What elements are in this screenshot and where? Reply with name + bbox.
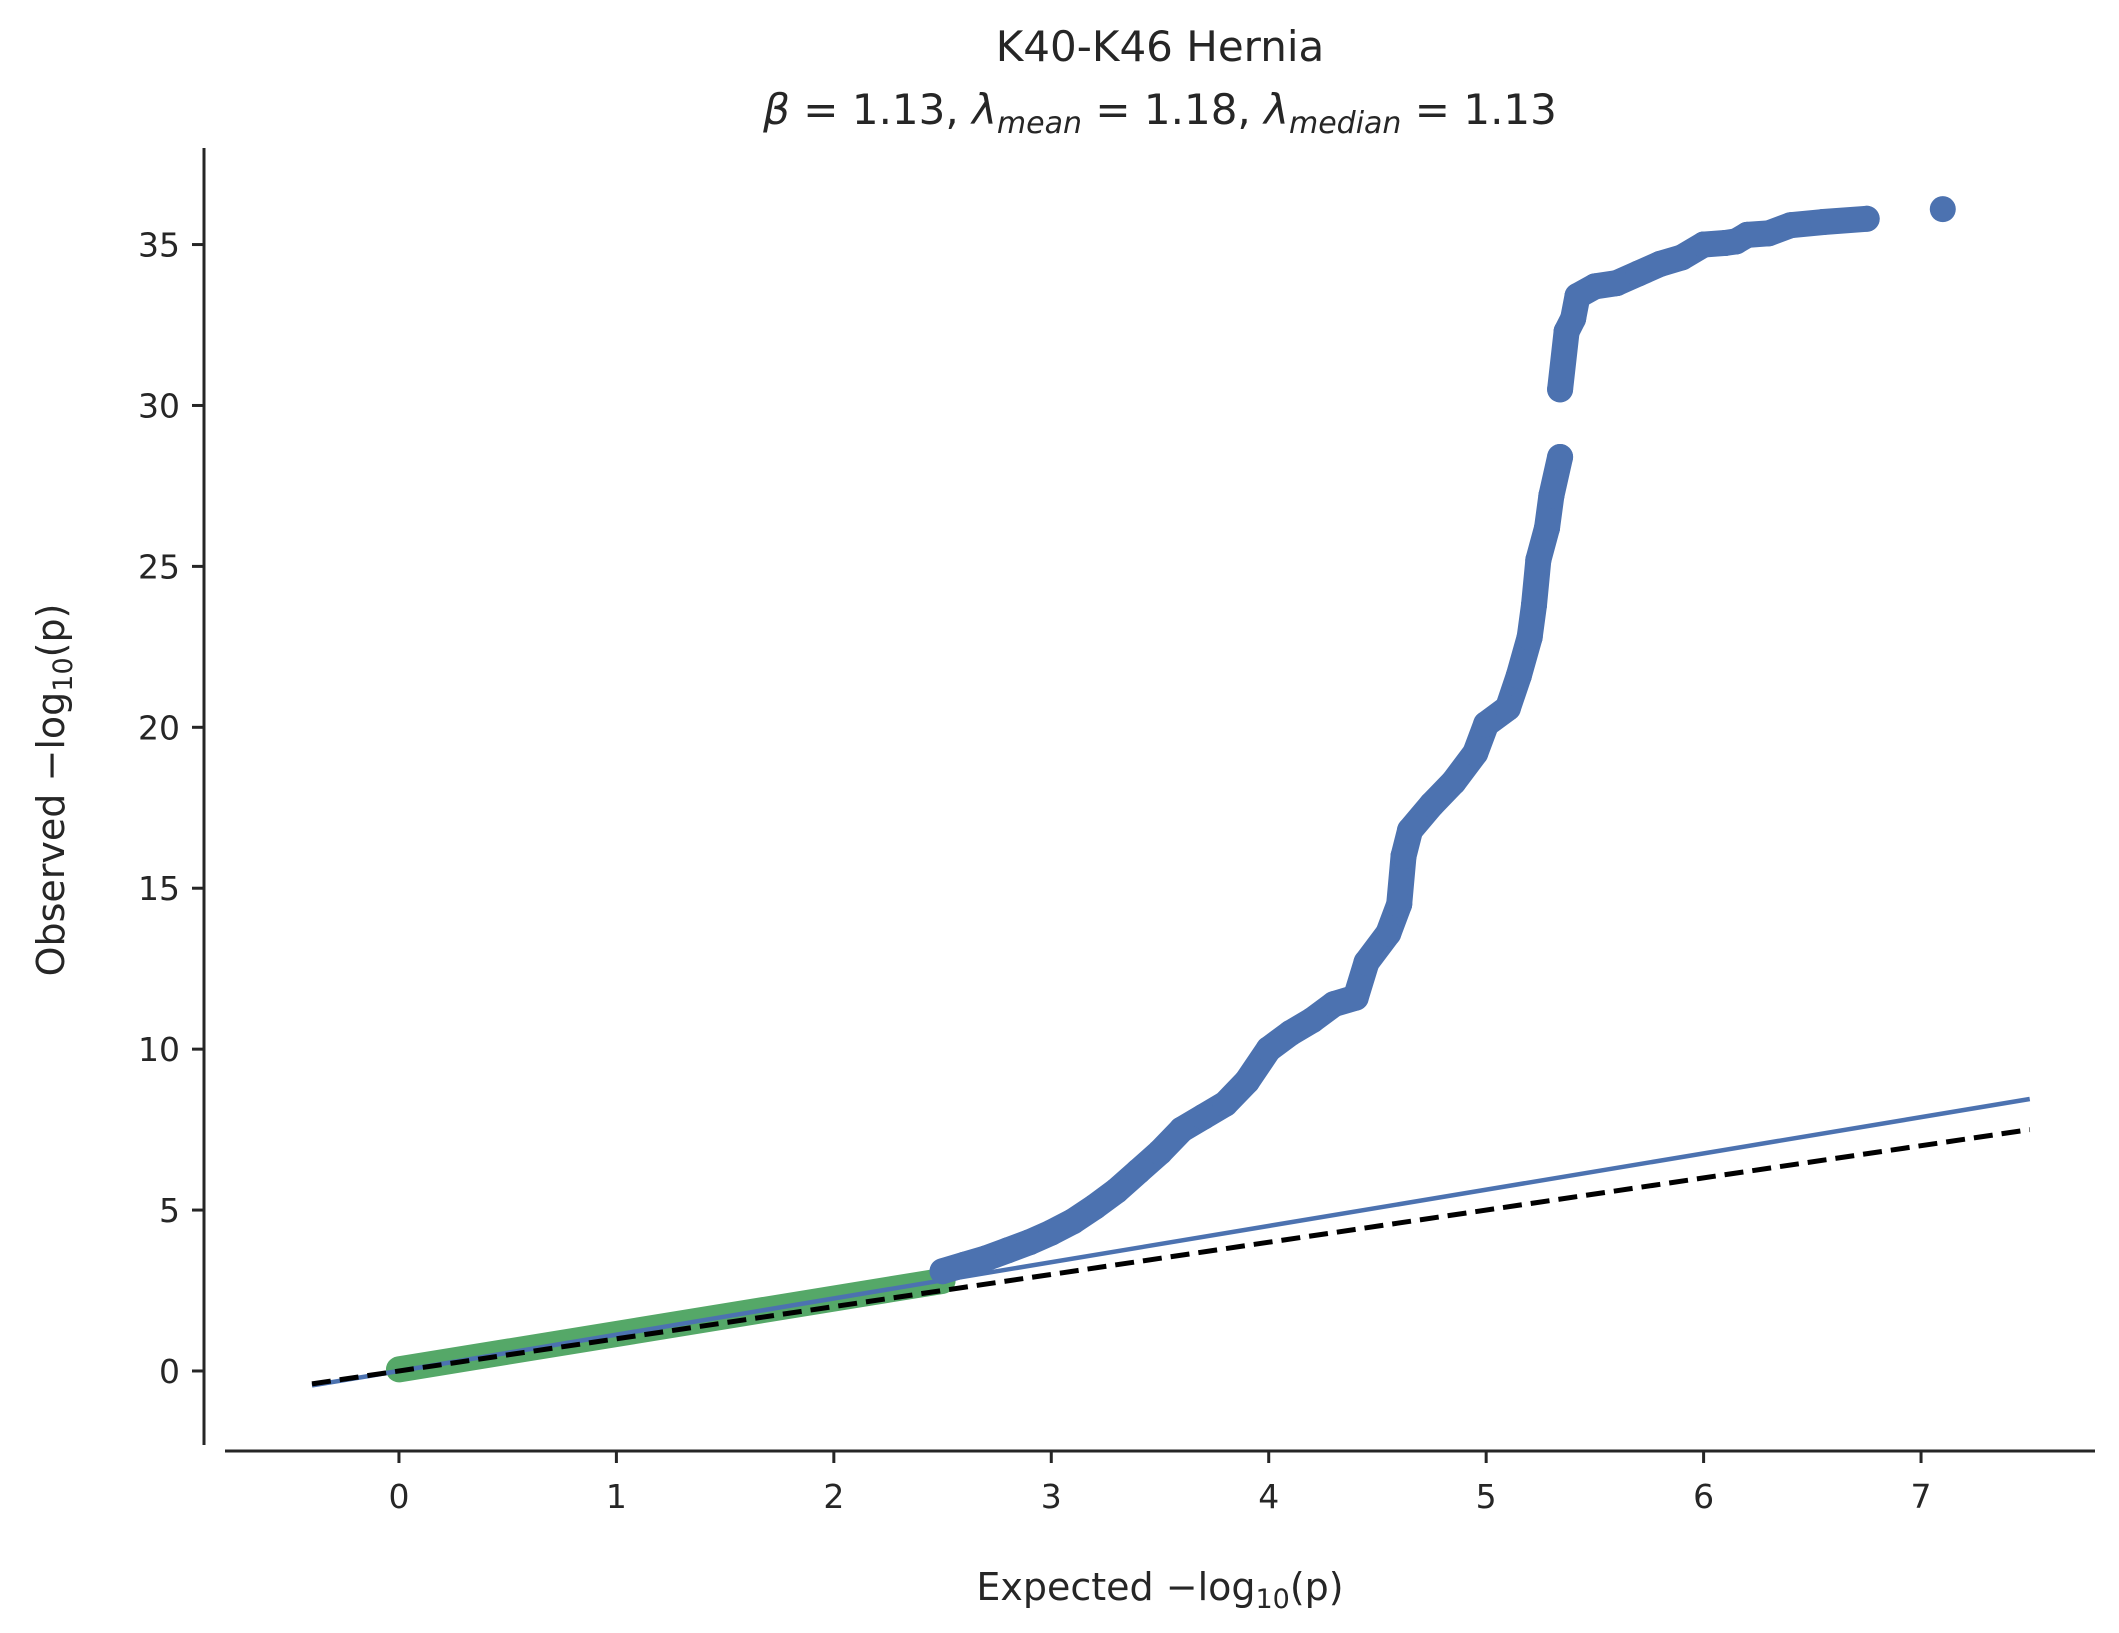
lambda-mean-symbol: λ [970,85,997,134]
observed-point [1386,891,1413,918]
observed-point [1299,1007,1326,1034]
observed-point [1538,482,1565,509]
observed-point [1521,592,1547,619]
observed-point [951,1251,978,1278]
lambda-mean-sub: mean [997,106,1082,141]
x-tick-label: 7 [1911,1477,1932,1516]
x-axis-label-prefix: Expected −log [976,1565,1255,1609]
observed-point [1342,984,1369,1011]
y-tick-label: 25 [138,547,180,586]
observed-point [1233,1068,1260,1095]
observed-point [994,1237,1021,1264]
observed-point [1603,270,1630,297]
lambda-median-value: 1.13 [1463,85,1557,134]
subtitle-sep-1: , [945,85,972,134]
subtitle-sep-2: , [1237,85,1264,134]
observed-point [1418,791,1445,818]
observed-point [1929,196,1956,223]
observed-point [1534,514,1561,541]
x-tick-label: 3 [1041,1477,1062,1516]
y-tick-label: 10 [138,1030,180,1069]
observed-point [1734,221,1761,248]
x-tick-label: 6 [1693,1477,1714,1516]
chart-subtitle: β = 1.13, λmean = 1.18, λmedian = 1.13 [762,85,1557,141]
lambda-mean-value: 1.18 [1144,85,1238,134]
subtitle-eq-3: = [1401,85,1463,134]
observed-point [1016,1229,1043,1256]
observed-point [1494,694,1521,721]
observed-point [1168,1116,1195,1143]
fit-line [311,1096,2031,1388]
observed-point [1810,209,1837,236]
chart-title: K40-K46 Hernia [996,22,1324,71]
observed-point [1462,740,1489,767]
y-tick-label: 15 [138,869,180,908]
observed-point [1353,949,1380,976]
observed-point [1060,1208,1087,1235]
observed-point [1853,205,1880,232]
observed-point [1647,250,1674,277]
y-axis-label-suffix: (p) [29,604,73,658]
y-tick-label: 5 [159,1191,180,1230]
observed-point [1397,817,1424,844]
axes: 0 1 2 3 4 5 6 7 0 5 10 15 20 25 30 35 [138,148,2095,1516]
observed-point [1103,1177,1130,1204]
observed-point [1547,443,1574,470]
observed-point [1525,546,1552,573]
y-axis-label-prefix: Observed −log [29,692,73,977]
observed-point [1625,260,1652,287]
y-axis-label-sub: 10 [48,657,79,691]
observed-point [1320,991,1347,1018]
subtitle-eq-1: = [790,85,852,134]
x-axis-label: Expected −log10(p) [976,1565,1343,1615]
observed-point [1668,244,1695,271]
x-tick-label: 4 [1258,1477,1279,1516]
observed-point [1473,711,1500,738]
observed-point [929,1258,956,1285]
y-axis-label: Observed −log10(p) [29,604,79,977]
observed-point [1147,1139,1173,1166]
x-tick-label: 2 [823,1477,844,1516]
observed-point [1390,843,1417,870]
plot-area [311,196,2031,1388]
observed-point [1081,1193,1108,1220]
observed-point [1212,1090,1239,1117]
observed-point [1755,220,1782,247]
observed-point [1038,1219,1065,1246]
x-tick-label: 1 [606,1477,627,1516]
y-tick-label: 35 [138,226,180,265]
y-tick-label: 0 [159,1352,180,1391]
x-tick-label: 5 [1476,1477,1497,1516]
observed-point [973,1245,1000,1272]
x-axis-label-sub: 10 [1256,1584,1290,1615]
observed-point [1690,231,1717,258]
y-tick-label: 30 [138,386,180,425]
lambda-median-symbol: λ [1262,85,1289,134]
observed-point [1440,769,1467,796]
observed-point [1581,273,1608,300]
observed-point [1125,1158,1152,1185]
observed-point [1505,662,1532,689]
observed-point [1547,376,1574,403]
observed-point [1190,1103,1217,1130]
observed-point [1255,1036,1282,1063]
observed-point [1516,624,1543,651]
observed-point [1560,305,1587,332]
x-axis-label-suffix: (p) [1290,1565,1344,1609]
beta-value: 1.13 [852,85,946,134]
observed-point [1777,212,1804,239]
observed-point [1375,920,1402,947]
x-tick-label: 0 [388,1477,409,1516]
lambda-median-sub: median [1289,106,1401,141]
identity-line [311,1127,2031,1387]
subtitle-eq-2: = [1082,85,1144,134]
observed-point [1277,1020,1304,1047]
y-tick-label: 20 [138,708,180,747]
beta-symbol: β [762,85,790,134]
